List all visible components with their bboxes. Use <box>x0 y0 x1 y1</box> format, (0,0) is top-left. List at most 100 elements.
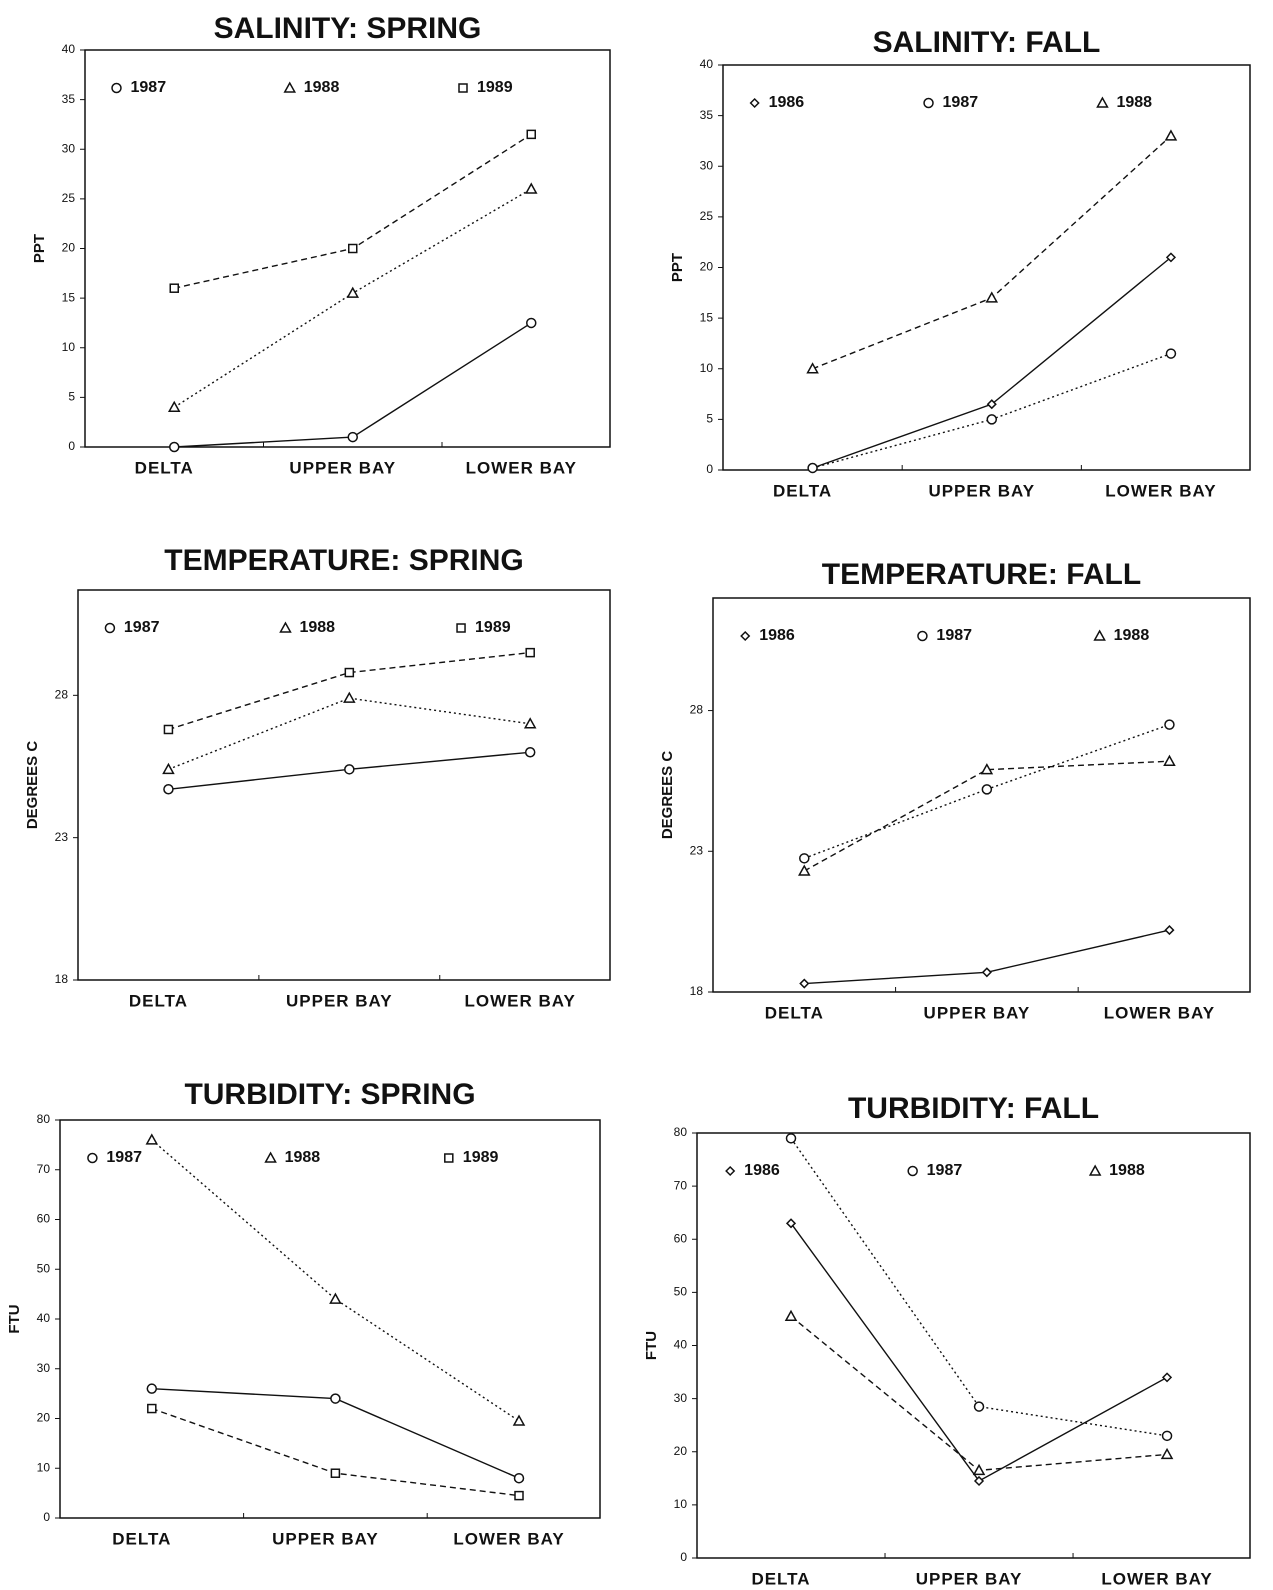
x-tick-label: LOWER BAY <box>1104 1003 1215 1022</box>
legend-label: 1987 <box>943 94 979 111</box>
marker <box>523 717 537 729</box>
marker <box>145 1133 159 1145</box>
plot-frame <box>712 597 1251 993</box>
series-line <box>790 1222 1168 1482</box>
legend-label: 1986 <box>744 1162 780 1179</box>
series-line <box>803 760 1170 872</box>
series-line <box>151 1407 520 1497</box>
chart-title: TEMPERATURE: FALL <box>822 558 1141 591</box>
y-tick-label: 10 <box>674 1497 688 1511</box>
panel: SALINITY: FALL PPT 0 5 10 15 20 25 30 35 40 DELTA UP… <box>669 26 1251 500</box>
y-tick-label: 30 <box>37 1361 51 1375</box>
marker <box>923 97 934 109</box>
series-line <box>812 256 1172 469</box>
y-tick-label: 20 <box>62 241 76 255</box>
marker <box>806 362 819 374</box>
y-tick-label: 15 <box>62 290 76 304</box>
legend-label: 1989 <box>463 1149 499 1166</box>
chart-title: SALINITY: FALL <box>873 26 1101 59</box>
marker <box>512 1414 526 1426</box>
y-axis-label: FTU <box>643 1331 660 1360</box>
x-tick-label: DELTA <box>129 991 188 1010</box>
marker <box>1164 129 1178 141</box>
y-tick-label: 0 <box>43 1510 50 1524</box>
y-axis-label: PPT <box>669 253 686 282</box>
marker <box>524 182 538 194</box>
marker <box>104 622 116 634</box>
marker <box>526 129 536 140</box>
marker <box>456 623 466 633</box>
marker <box>169 283 179 293</box>
series-line <box>174 133 532 289</box>
marker <box>784 1309 798 1322</box>
y-tick-label: 0 <box>68 439 75 453</box>
marker <box>111 82 122 94</box>
marker <box>785 1133 797 1144</box>
marker <box>799 853 810 864</box>
marker <box>514 1490 524 1501</box>
marker <box>283 81 297 93</box>
panel: TURBIDITY: SPRING FTU 0 10 20 30 40 50 60 70 80 DEL… <box>6 1078 601 1548</box>
marker <box>749 97 760 109</box>
x-tick-label: UPPER BAY <box>272 1529 379 1548</box>
marker <box>740 630 751 642</box>
y-tick-label: 10 <box>62 340 76 354</box>
plot-frame <box>84 49 611 448</box>
legend-label: 1988 <box>299 619 335 636</box>
x-tick-label: LOWER BAY <box>465 991 576 1010</box>
marker <box>1164 925 1175 936</box>
marker <box>264 1151 277 1163</box>
x-tick-label: DELTA <box>765 1003 824 1022</box>
legend-label: 1988 <box>1114 627 1150 644</box>
y-tick-label: 5 <box>68 390 75 404</box>
marker <box>986 399 997 410</box>
x-tick-label: UPPER BAY <box>289 458 396 477</box>
chart-title: TURBIDITY: FALL <box>848 1092 1099 1125</box>
marker <box>344 764 355 775</box>
y-axis-label: DEGREES C <box>24 741 41 830</box>
marker <box>444 1153 454 1163</box>
y-tick-label: 10 <box>37 1460 51 1474</box>
marker <box>973 1475 985 1487</box>
y-tick-label: 35 <box>700 108 714 122</box>
marker <box>725 1165 736 1177</box>
x-tick-label: UPPER BAY <box>916 1569 1023 1588</box>
y-tick-label: 70 <box>37 1162 51 1176</box>
legend-label: 1988 <box>285 1149 321 1166</box>
marker <box>798 864 811 876</box>
legend-label: 1988 <box>1116 94 1152 111</box>
legend-label: 1987 <box>124 619 160 636</box>
plot-frame <box>77 589 611 981</box>
marker <box>526 317 537 329</box>
marker <box>525 647 535 658</box>
y-tick-label: 30 <box>674 1391 688 1405</box>
marker <box>1165 252 1177 263</box>
y-tick-label: 23 <box>55 830 69 844</box>
marker <box>973 1401 985 1412</box>
marker <box>917 630 928 642</box>
chart-title: TEMPERATURE: SPRING <box>164 544 523 577</box>
y-axis-label: DEGREES C <box>659 751 676 840</box>
marker <box>1161 1430 1173 1442</box>
marker <box>167 400 181 413</box>
plot-frame <box>59 1119 601 1519</box>
panel: SALINITY: SPRING PPT 0 5 10 15 20 25 30 35 40 DELTA… <box>31 12 611 477</box>
marker <box>1161 1372 1173 1383</box>
y-tick-label: 28 <box>690 703 704 717</box>
legend-label: 1986 <box>759 627 795 644</box>
x-tick-label: UPPER BAY <box>928 481 1035 500</box>
y-tick-label: 50 <box>674 1285 688 1299</box>
marker <box>1160 1447 1174 1460</box>
marker <box>1163 754 1176 766</box>
legend-label: 1989 <box>477 79 513 96</box>
chart-title: SALINITY: SPRING <box>214 12 482 45</box>
marker <box>163 724 174 735</box>
marker <box>147 1403 157 1414</box>
series-line <box>812 135 1172 370</box>
y-tick-label: 20 <box>37 1411 51 1425</box>
series-line <box>168 697 531 770</box>
marker <box>513 1472 525 1484</box>
y-tick-label: 15 <box>700 310 714 324</box>
marker <box>986 414 998 425</box>
marker <box>1164 719 1175 730</box>
